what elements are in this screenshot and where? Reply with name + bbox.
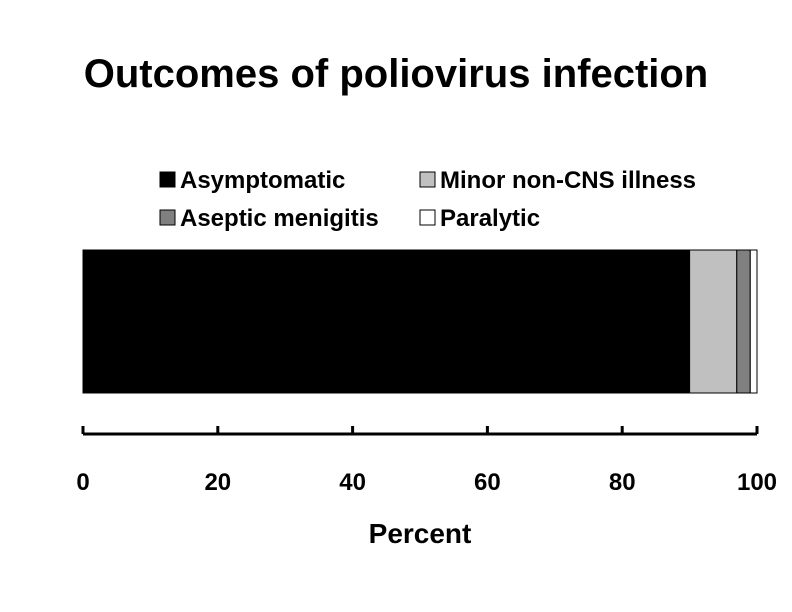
bar-segment-minor-non-cns-illness <box>689 249 738 394</box>
x-axis: 0 20 40 60 80 100 <box>76 426 777 496</box>
legend: Asymptomatic Minor non-CNS illness Aseptic… <box>159 167 696 232</box>
x-tick-label-40: 40 <box>339 469 366 496</box>
x-tick-label-20: 20 <box>204 469 231 496</box>
legend-label-paralytic: Paralytic <box>440 205 540 232</box>
legend-swatch-paralytic <box>419 209 436 226</box>
stacked-bar <box>82 249 758 394</box>
legend-label-aseptic-menigitis: Aseptic menigitis <box>180 205 379 232</box>
legend-label-minor-non-cns-illness: Minor non-CNS illness <box>440 167 696 194</box>
bar-segment-asymptomatic <box>82 249 691 394</box>
legend-swatch-aseptic-menigitis <box>159 209 176 226</box>
x-tick-label-60: 60 <box>474 469 501 496</box>
legend-swatch-minor-non-cns-illness <box>419 171 436 188</box>
chart-title: Outcomes of poliovirus infection <box>83 52 709 96</box>
bar-segment-aseptic-menigitis <box>736 249 751 394</box>
bar-segment-paralytic <box>749 249 758 394</box>
x-tick-label-80: 80 <box>609 469 636 496</box>
x-tick-label-100: 100 <box>737 469 777 496</box>
legend-swatch-asymptomatic <box>159 171 176 188</box>
legend-label-asymptomatic: Asymptomatic <box>180 167 345 194</box>
x-tick-label-0: 0 <box>76 469 89 496</box>
x-axis-title: Percent <box>369 518 472 549</box>
